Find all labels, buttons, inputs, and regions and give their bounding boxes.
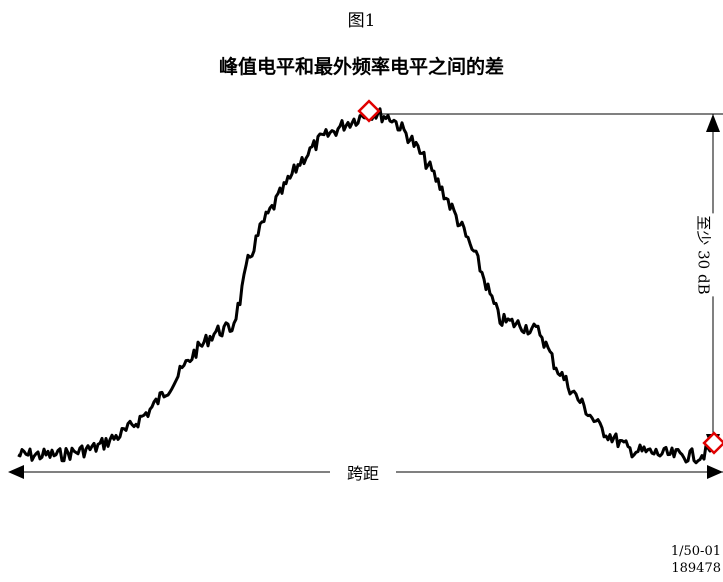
edge-marker-icon <box>702 431 723 455</box>
figure-label: 图1 <box>347 11 376 31</box>
up-arrow-icon <box>706 114 720 132</box>
level-label: 至少 30 dB <box>693 213 715 297</box>
left-arrow-icon <box>8 465 24 479</box>
spectrum-trace <box>17 107 714 465</box>
right-arrow-icon <box>707 465 723 479</box>
reference-code-line-2: 189478 <box>671 561 721 576</box>
reference-code: 1/50-01 189478 <box>671 543 721 577</box>
peak-marker-icon <box>357 99 381 123</box>
reference-code-line-1: 1/50-01 <box>670 544 721 559</box>
span-label: 跨距 <box>330 460 396 484</box>
diagram-title: 峰值电平和最外频率电平之间的差 <box>218 56 504 78</box>
